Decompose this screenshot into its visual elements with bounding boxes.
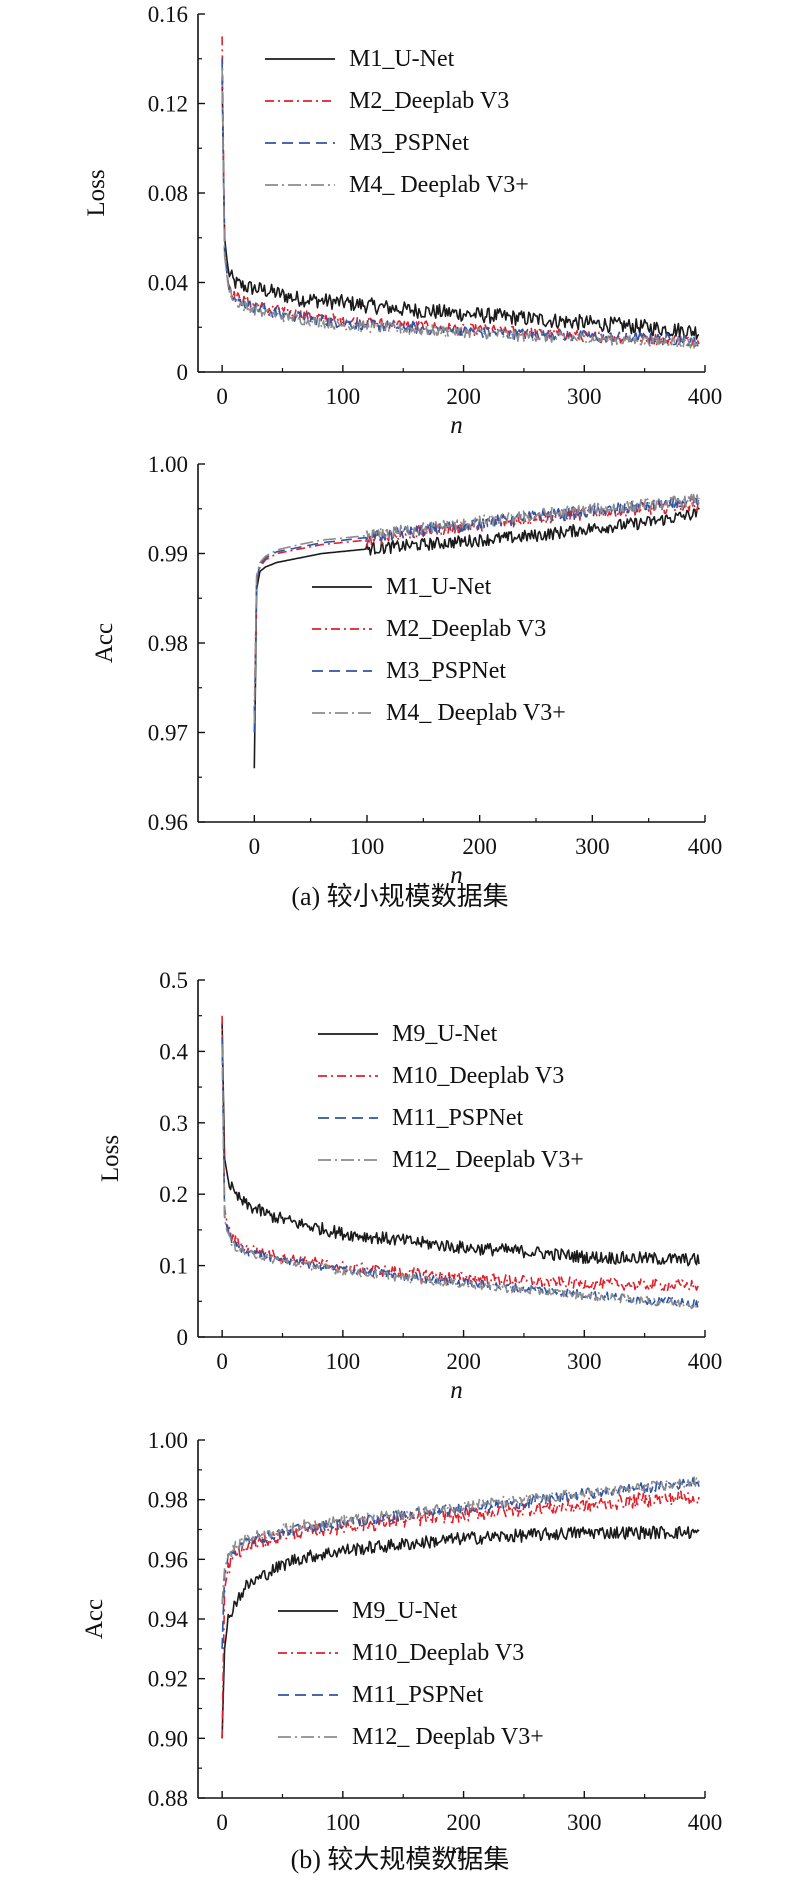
y-tick-label: 1.00 — [148, 1428, 188, 1453]
legend-label: M11_PSPNet — [352, 1682, 483, 1708]
x-axis-label: n — [450, 412, 463, 439]
x-tick-label: 400 — [688, 1349, 723, 1374]
y-tick-label: 0.97 — [148, 721, 188, 746]
x-tick-label: 0 — [216, 1810, 228, 1835]
series-line-3 — [221, 58, 700, 347]
y-tick-label: 1.00 — [148, 452, 188, 477]
y-tick-label: 0.4 — [159, 1039, 188, 1064]
x-tick-label: 0 — [249, 834, 261, 859]
y-tick-label: 0.08 — [148, 181, 188, 206]
y-axis-label: Loss — [83, 169, 110, 216]
caption-a: (a) 较小规模数据集 — [291, 882, 508, 911]
legend-label: M12_ Deeplab V3+ — [392, 1147, 584, 1173]
series-line-1 — [221, 76, 700, 340]
y-tick-label: 0.99 — [148, 542, 188, 567]
x-tick-label: 200 — [446, 384, 481, 409]
x-tick-label: 100 — [350, 834, 385, 859]
legend-label: M4_ Deeplab V3+ — [386, 700, 566, 726]
x-tick-label: 0 — [216, 1349, 228, 1374]
chart-b-loss: 0 0.1 0.2 0.3 0.4 0.5 0 100 200 300 400 n Loss M9_U-N… — [97, 968, 722, 1404]
x-tick-label: 300 — [575, 834, 610, 859]
legend-label: M11_PSPNet — [392, 1105, 523, 1131]
series-line-4 — [221, 1476, 700, 1605]
y-tick-label: 0.04 — [148, 271, 189, 296]
x-tick-label: 300 — [567, 384, 602, 409]
legend-label: M10_Deeplab V3 — [352, 1640, 524, 1666]
y-tick-label: 0 — [177, 360, 189, 385]
x-tick-label: 100 — [326, 1349, 361, 1374]
x-tick-label: 0 — [216, 384, 228, 409]
y-tick-label: 0.16 — [148, 2, 188, 27]
legend-label: M1_U-Net — [349, 46, 455, 72]
x-tick-label: 300 — [567, 1810, 602, 1835]
caption-b: (b) 较大规模数据集 — [291, 1845, 510, 1874]
series-line-3 — [221, 1037, 700, 1309]
x-tick-label: 400 — [688, 384, 723, 409]
x-tick-label: 100 — [326, 1810, 361, 1835]
series-line-1 — [253, 507, 700, 769]
legend-label: M2_Deeplab V3 — [349, 88, 509, 114]
legend-label: M1_U-Net — [386, 574, 492, 600]
y-tick-label: 0.96 — [148, 1547, 188, 1572]
y-tick-label: 0.92 — [148, 1667, 188, 1692]
legend-label: M4_ Deeplab V3+ — [349, 172, 529, 198]
y-tick-label: 0.5 — [159, 968, 188, 993]
y-axis-label: Acc — [91, 623, 118, 663]
x-tick-label: 400 — [688, 834, 723, 859]
y-axis-label: Loss — [97, 1135, 124, 1182]
series-line-3 — [253, 495, 701, 733]
y-tick-label: 0.94 — [148, 1607, 189, 1632]
y-tick-label: 0.1 — [159, 1254, 188, 1279]
legend-label: M3_PSPNet — [349, 130, 469, 156]
x-tick-label: 200 — [462, 834, 497, 859]
series-line-1 — [221, 1525, 700, 1739]
legend-label: M3_PSPNet — [386, 658, 506, 684]
legend-label: M9_U-Net — [352, 1598, 458, 1624]
series-line-1 — [221, 1022, 700, 1267]
x-axis-label: n — [450, 1838, 463, 1865]
series-line-4 — [221, 67, 700, 349]
y-tick-label: 0 — [177, 1325, 189, 1350]
y-tick-label: 0.2 — [159, 1182, 188, 1207]
x-tick-label: 400 — [688, 1810, 723, 1835]
series-line-4 — [253, 493, 700, 724]
y-tick-label: 0.90 — [148, 1726, 188, 1751]
legend-label: M10_Deeplab V3 — [392, 1063, 564, 1089]
chart-a-acc: 0.96 0.97 0.98 0.99 1.00 0 100 200 300 400 n Acc M1_… — [91, 452, 722, 889]
series-line-4 — [221, 1044, 700, 1310]
x-tick-label: 300 — [567, 1349, 602, 1374]
y-axis-label: Acc — [81, 1599, 108, 1639]
series-line-2 — [221, 1490, 700, 1739]
x-tick-label: 200 — [446, 1810, 481, 1835]
y-tick-label: 0.98 — [148, 1488, 188, 1513]
x-axis-label: n — [450, 1377, 463, 1404]
y-tick-label: 0.96 — [148, 810, 188, 835]
x-axis-label: n — [450, 862, 463, 889]
y-tick-label: 0.12 — [148, 92, 188, 117]
x-tick-label: 200 — [446, 1349, 481, 1374]
y-tick-label: 0.3 — [159, 1111, 188, 1136]
chart-b-acc: 0.88 0.90 0.92 0.94 0.96 0.98 1.00 0 100 200 300 40… — [81, 1428, 722, 1865]
legend-label: M9_U-Net — [392, 1021, 498, 1047]
y-tick-label: 0.98 — [148, 631, 188, 656]
y-tick-label: 0.88 — [148, 1786, 188, 1811]
series-line-2 — [253, 497, 701, 715]
legend-label: M2_Deeplab V3 — [386, 616, 546, 642]
legend-label: M12_ Deeplab V3+ — [352, 1724, 544, 1750]
x-tick-label: 100 — [326, 384, 361, 409]
chart-a-loss: 0 0.04 0.08 0.12 0.16 0 100 200 300 400 n Loss M1_U-… — [83, 2, 722, 439]
